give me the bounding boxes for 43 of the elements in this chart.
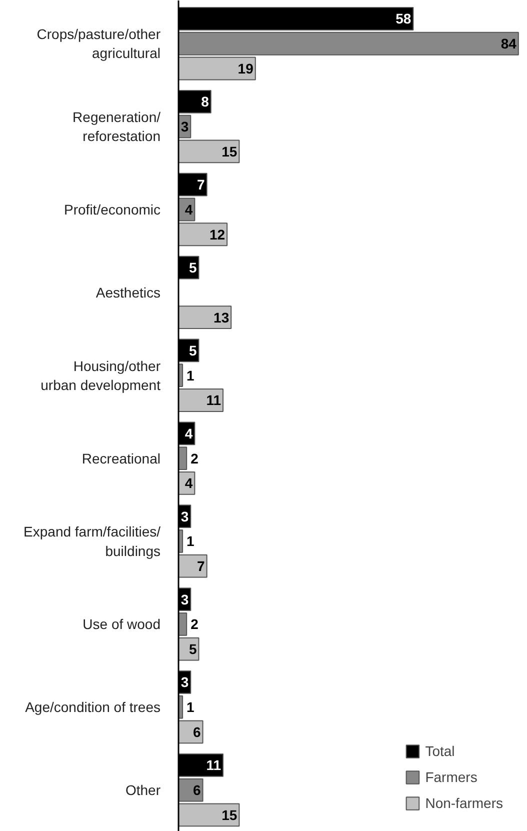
y-tick-label: Recreational xyxy=(82,450,161,466)
data-label: 4 xyxy=(184,201,193,218)
data-label: 7 xyxy=(197,558,206,574)
data-label: 3 xyxy=(180,118,189,135)
bar xyxy=(178,306,232,330)
data-label: 3 xyxy=(180,674,189,690)
y-tick-label: Expand farm/facilities/ buildings xyxy=(24,524,161,559)
y-tick-label: Crops/pasture/other agricultural xyxy=(36,26,161,62)
data-label: 15 xyxy=(222,143,238,160)
legend-label: Non-farmers xyxy=(425,795,503,811)
y-tick-label: Housing/other urban development xyxy=(40,358,161,393)
data-label: 7 xyxy=(197,176,206,193)
data-label: 6 xyxy=(192,724,201,740)
data-label: 84 xyxy=(500,36,517,52)
data-label: 6 xyxy=(192,782,201,798)
data-label: 13 xyxy=(214,309,230,326)
data-label: 5 xyxy=(188,641,197,658)
data-label: 4 xyxy=(184,425,193,442)
y-tick-label: Age/condition of trees xyxy=(25,699,160,716)
data-label: 8 xyxy=(201,94,210,110)
data-label: 3 xyxy=(180,508,189,524)
data-label: 4 xyxy=(184,475,193,492)
data-label: 3 xyxy=(180,591,189,608)
data-label: 11 xyxy=(206,757,222,774)
data-label: 12 xyxy=(209,226,226,242)
data-label: 5 xyxy=(188,342,197,358)
data-label: 11 xyxy=(206,392,222,408)
y-tick-label: Aesthetics xyxy=(96,284,161,300)
data-label: 15 xyxy=(222,806,238,823)
data-label: 2 xyxy=(190,616,199,632)
data-label: 1 xyxy=(186,699,195,716)
y-tick-label: Other xyxy=(125,782,161,798)
data-label: 1 xyxy=(186,367,195,384)
data-label: 19 xyxy=(238,60,254,77)
data-label: 5 xyxy=(188,260,197,276)
y-tick-label: Use of wood xyxy=(82,616,161,632)
data-label: 1 xyxy=(186,533,195,550)
data-label: 58 xyxy=(396,10,412,27)
y-tick-label: Regeneration/ reforestation xyxy=(72,108,161,144)
legend-label: Farmers xyxy=(425,769,478,785)
y-tick-label: Profit/economic xyxy=(64,201,160,218)
legend-label: Total xyxy=(425,743,455,759)
data-label: 2 xyxy=(190,450,199,466)
